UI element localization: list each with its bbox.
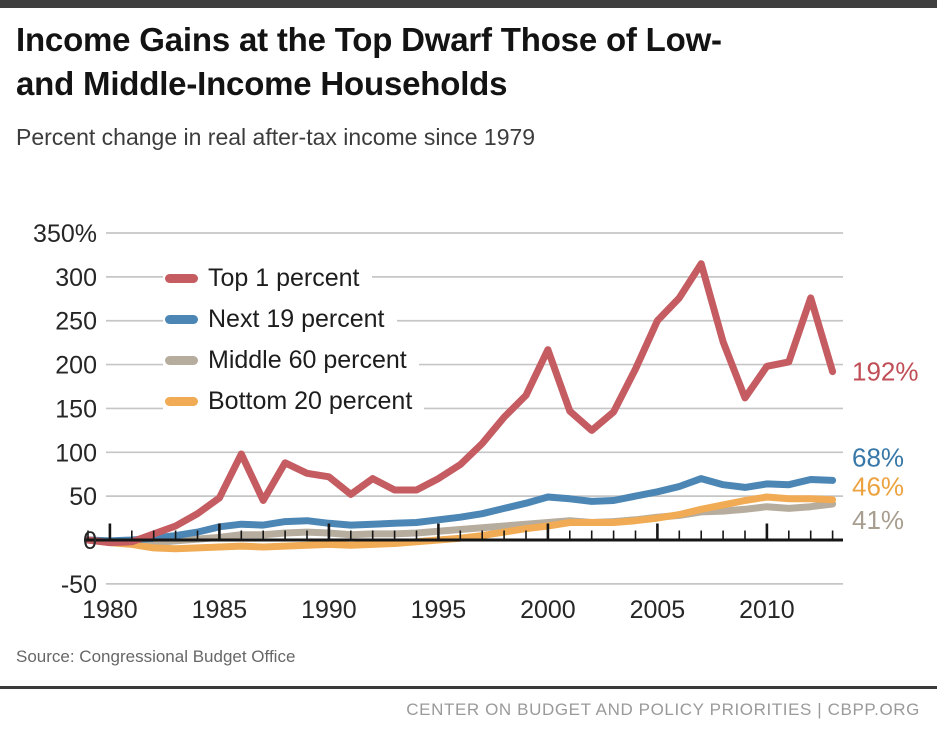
x-tick-label: 1985 xyxy=(192,596,248,624)
legend-swatch-icon xyxy=(165,315,198,324)
legend-label: Top 1 percent xyxy=(208,264,360,292)
end-label-top-1-percent: 192% xyxy=(852,357,919,387)
series-line-top-1-percent xyxy=(84,260,837,547)
y-tick-label: -50 xyxy=(61,571,97,599)
footer-branding: CENTER ON BUDGET AND POLICY PRIORITIES |… xyxy=(406,700,920,719)
y-tick-label: 100 xyxy=(55,439,97,467)
page-title-line1: Income Gains at the Top Dwarf Those of L… xyxy=(16,21,722,58)
legend-item-top-1-percent: Top 1 percent xyxy=(163,264,372,292)
y-tick-label: 200 xyxy=(55,352,97,380)
y-tick-label: 150 xyxy=(55,395,97,423)
x-tick-label: 1995 xyxy=(411,596,467,624)
x-tick-label: 2000 xyxy=(520,596,576,624)
series-line-middle-60-percent xyxy=(84,500,837,547)
x-tick-label: 2005 xyxy=(630,596,686,624)
legend-swatch-icon xyxy=(165,356,198,365)
page-title: Income Gains at the Top Dwarf Those of L… xyxy=(16,18,916,106)
y-tick-label: 250 xyxy=(55,308,97,336)
end-label-next-19-percent: 68% xyxy=(852,442,904,472)
legend-swatch-icon xyxy=(165,397,198,406)
top-accent-bar xyxy=(0,0,937,8)
income-line-chart: 1980 1985 1990 1995 2000 2005 2010350%30025020… xyxy=(33,220,919,624)
series-line-next-19-percent xyxy=(84,475,837,545)
legend-label: Next 19 percent xyxy=(208,305,385,333)
x-tick-label: 1990 xyxy=(301,596,357,624)
legend-item-middle-60-percent: Middle 60 percent xyxy=(163,346,419,374)
y-tick-label: 300 xyxy=(55,264,97,292)
legend-swatch-icon xyxy=(165,274,198,283)
end-label-middle-60-percent: 41% xyxy=(852,505,904,535)
chart-legend: Top 1 percent Next 19 percent Middle 60 pe… xyxy=(163,264,425,429)
end-label-bottom-20-percent: 46% xyxy=(852,472,904,502)
y-tick-label: 50 xyxy=(69,483,97,511)
page-title-line2: and Middle-Income Households xyxy=(16,65,508,102)
footer-divider xyxy=(0,686,937,689)
y-tick-label: 0 xyxy=(83,527,97,555)
legend-item-next-19-percent: Next 19 percent xyxy=(163,305,397,333)
legend-label: Bottom 20 percent xyxy=(208,387,413,415)
source-note: Source: Congressional Budget Office xyxy=(16,647,296,666)
legend-label: Middle 60 percent xyxy=(208,346,407,374)
legend-item-bottom-20-percent: Bottom 20 percent xyxy=(163,387,425,415)
chart-subtitle: Percent change in real after-tax income … xyxy=(16,124,536,150)
x-tick-label: 2010 xyxy=(739,596,795,624)
y-tick-label: 350% xyxy=(33,220,97,248)
x-tick-label: 1980 xyxy=(82,596,138,624)
